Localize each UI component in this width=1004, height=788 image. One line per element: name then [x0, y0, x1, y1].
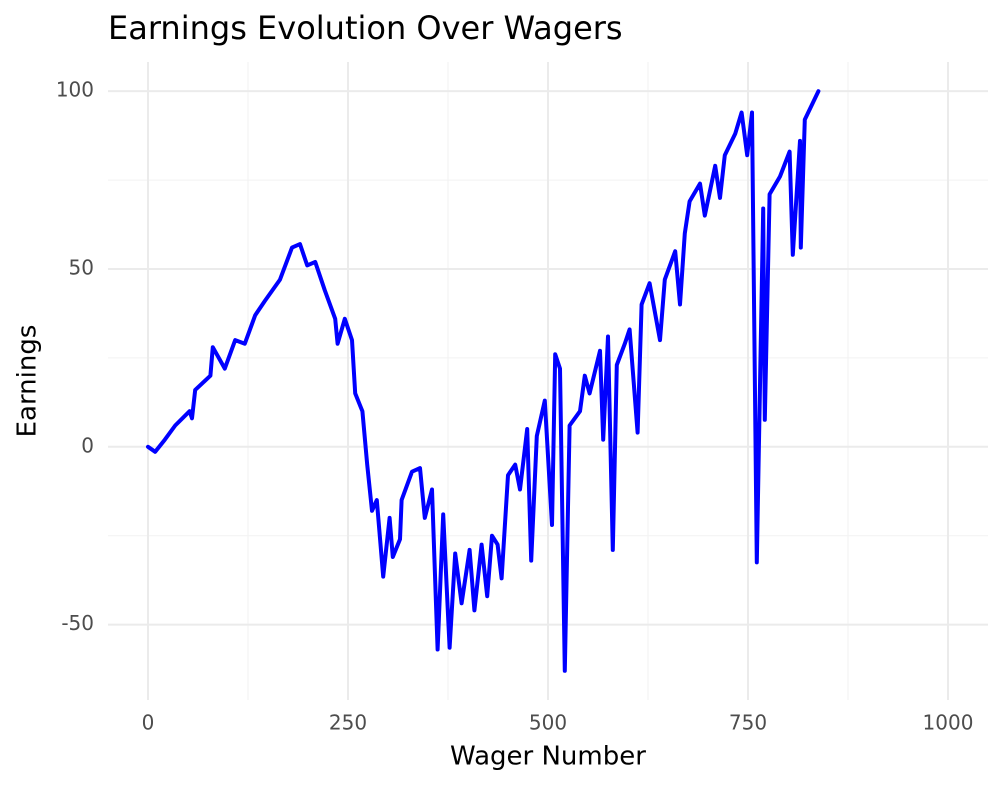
y-tick-label: -50: [61, 611, 94, 635]
y-tick-label: 100: [56, 78, 94, 102]
x-tick-label: 1000: [923, 711, 974, 735]
y-tick-label: 0: [81, 433, 94, 457]
chart-title: Earnings Evolution Over Wagers: [108, 9, 623, 47]
y-axis-title: Earnings: [13, 325, 43, 438]
x-tick-label: 500: [529, 711, 567, 735]
x-tick-label: 250: [329, 711, 367, 735]
x-axis-title: Wager Number: [450, 742, 646, 772]
x-tick-label: 0: [142, 711, 155, 735]
x-tick-label: 750: [729, 711, 767, 735]
data-line: [146, 89, 821, 673]
y-tick-label: 50: [69, 255, 94, 279]
